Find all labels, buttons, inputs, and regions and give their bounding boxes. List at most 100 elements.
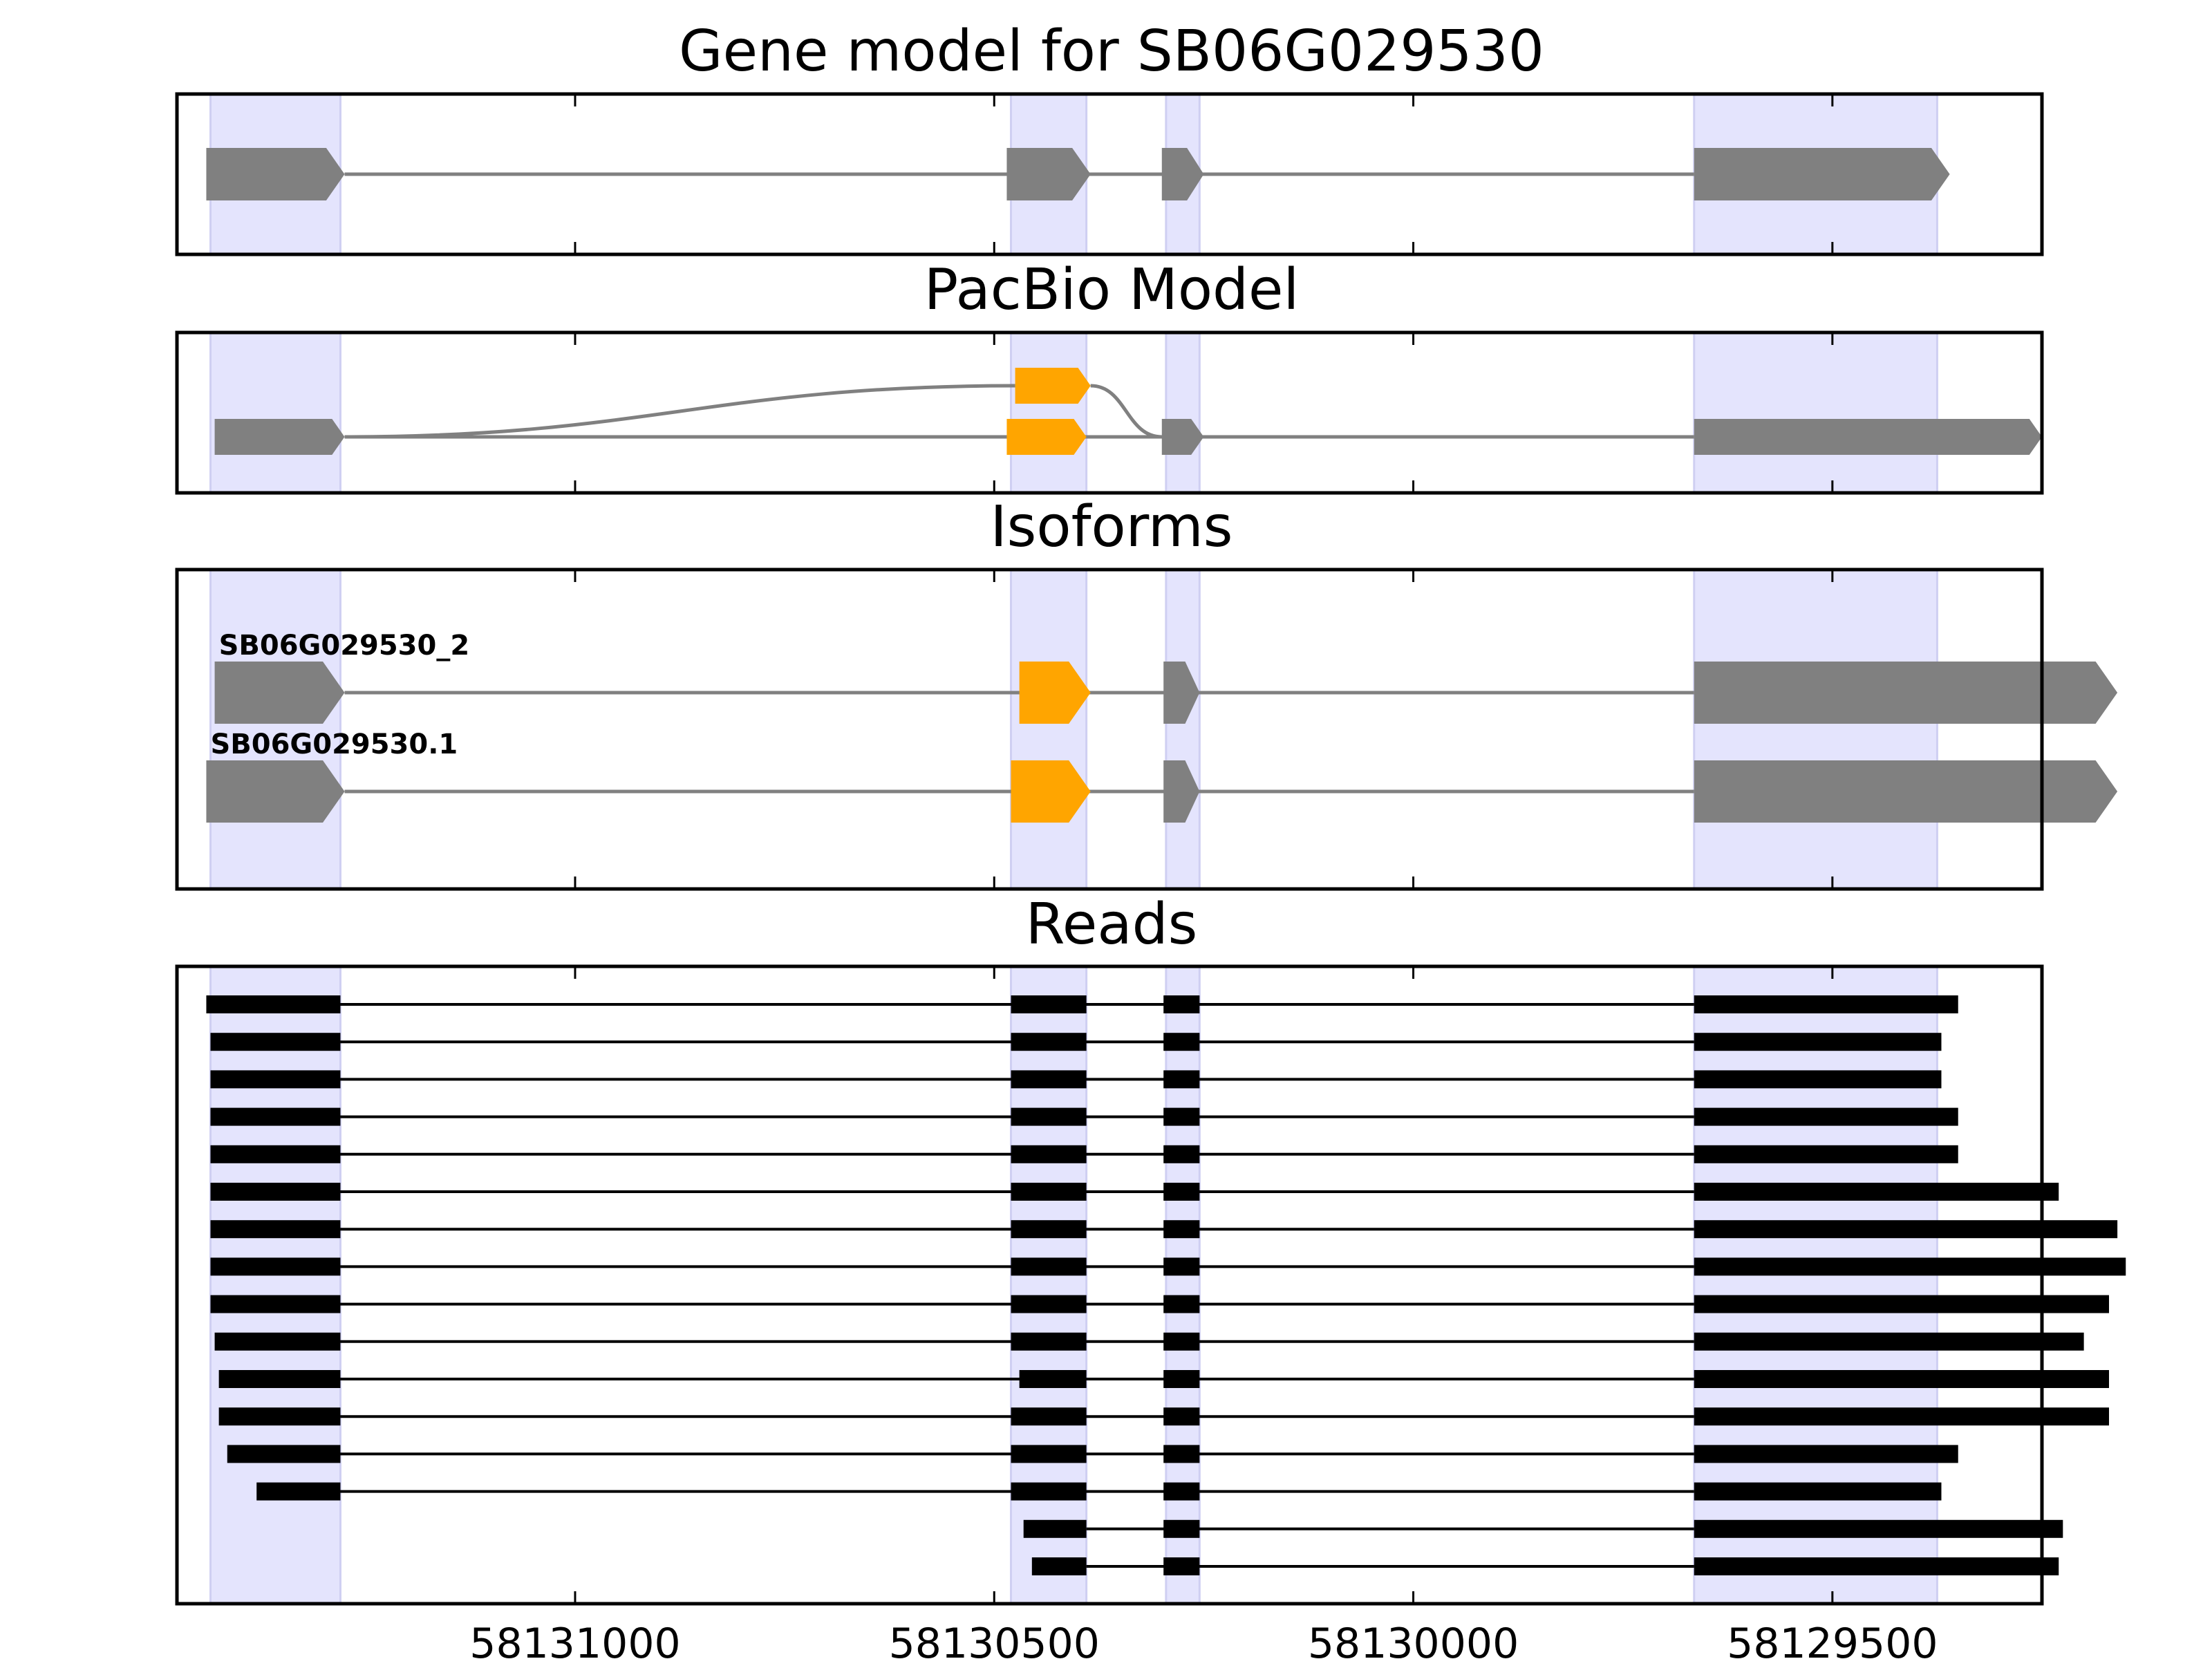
read-exon [1011,1033,1087,1051]
read-exon [1694,1220,2118,1239]
pacbio-exon [1006,419,1087,455]
read-exon [214,1332,341,1351]
highlight-region [1010,568,1088,890]
read-exon [1694,995,1958,1013]
read-exon [256,1482,341,1501]
read-exon [218,1370,341,1388]
isoform-label: SB06G029530_2 [219,630,470,662]
read-exon [1694,1370,2110,1388]
reads-title: Reads [1026,892,1198,957]
read-exon [227,1445,341,1463]
highlight-region [1010,331,1088,494]
isoforms-title: Isoforms [991,494,1233,560]
highlight-region [209,331,341,494]
read-exon [210,1033,341,1051]
pacbio-model-frame [175,330,2044,495]
highlight-region [1165,568,1201,890]
panel-gene-model: Gene model for SB06G029530 [175,19,2044,256]
read-exon [1011,1332,1087,1351]
read-exon [1163,1145,1200,1163]
isoform-label: SB06G029530.1 [210,729,458,760]
read-exon [1694,1145,1958,1163]
highlight-region [1693,568,1938,890]
isoform-exon [1011,760,1091,823]
isoform-exon [1163,760,1200,823]
isoform-exon [214,662,345,724]
gene-exon [206,148,345,200]
read-exon [1011,1445,1087,1463]
read-exon [1694,1257,2126,1276]
highlight-region [209,965,341,1605]
read-exon [210,1220,341,1239]
highlight-region [1165,965,1201,1605]
read-exon [1163,995,1200,1013]
gene-model-frame [175,92,2044,256]
read-exon [1019,1370,1087,1388]
pacbio-exon [1161,419,1204,455]
read-exon [1163,1107,1200,1126]
read-exon [210,1183,341,1201]
gene-exon [1006,148,1091,200]
read-exon [1694,1407,2110,1426]
read-exon [1163,1557,1200,1575]
gene-model-title: Gene model for SB06G029530 [679,19,1544,84]
read-exon [1163,1295,1200,1313]
read-exon [210,1107,341,1126]
read-exon [1011,1107,1087,1126]
read-exon [210,1070,341,1089]
read-exon [1011,995,1087,1013]
gene-exon [1694,148,1950,200]
x-tick-label: 58129500 [1727,1620,1938,1659]
pacbio-exon [214,419,345,455]
read-exon [1163,1183,1200,1201]
read-exon [1011,1070,1087,1089]
read-exon [1011,1257,1087,1276]
read-exon [1011,1183,1087,1201]
read-exon [1694,1445,1958,1463]
read-exon [1694,1332,2084,1351]
isoform-exon [1019,662,1091,724]
read-exon [1031,1557,1087,1575]
read-exon [1694,1557,2059,1575]
read-exon [1011,1407,1087,1426]
read-exon [1694,1183,2059,1201]
isoform-exon [1163,662,1200,724]
reads-frame [175,964,2044,1606]
read-exon [210,1295,341,1313]
splice-curve [344,384,1015,439]
read-exon [210,1145,341,1163]
read-exon [1023,1519,1087,1538]
read-exon [1163,1445,1200,1463]
read-exon [1163,1220,1200,1239]
isoform-exon [1694,760,2118,823]
read-exon [1011,1145,1087,1163]
splice-curve [1090,384,1162,439]
isoform-exon [1694,662,2118,724]
x-tick-label: 58131000 [469,1620,680,1659]
panel-isoforms: Isoforms SB06G029530_2 SB06G029530.1 [175,494,2118,891]
x-tick-label: 58130500 [889,1620,1100,1659]
read-exon [1163,1033,1200,1051]
read-exon [1163,1070,1200,1089]
panel-reads: Reads 58131000 58130500 58130000 58129500 [175,892,2126,1659]
read-exon [1163,1332,1200,1351]
gene-exon [1161,148,1204,200]
read-exon [1163,1407,1200,1426]
read-exon [210,1257,341,1276]
read-exon [1694,1295,2110,1313]
isoforms-frame [175,568,2044,891]
panel-pacbio-model: PacBio Model [175,257,2044,495]
highlight-region [1693,331,1938,494]
read-exon [206,995,341,1013]
read-exon [1011,1482,1087,1501]
read-exon [1694,1033,1942,1051]
pacbio-model-title: PacBio Model [924,257,1300,323]
read-exon [1163,1519,1200,1538]
read-exon [218,1407,341,1426]
highlight-region [1693,965,1938,1605]
pacbio-exon [1694,419,2042,455]
read-exon [1163,1257,1200,1276]
read-exon [1163,1370,1200,1388]
isoform-exon [206,760,345,823]
